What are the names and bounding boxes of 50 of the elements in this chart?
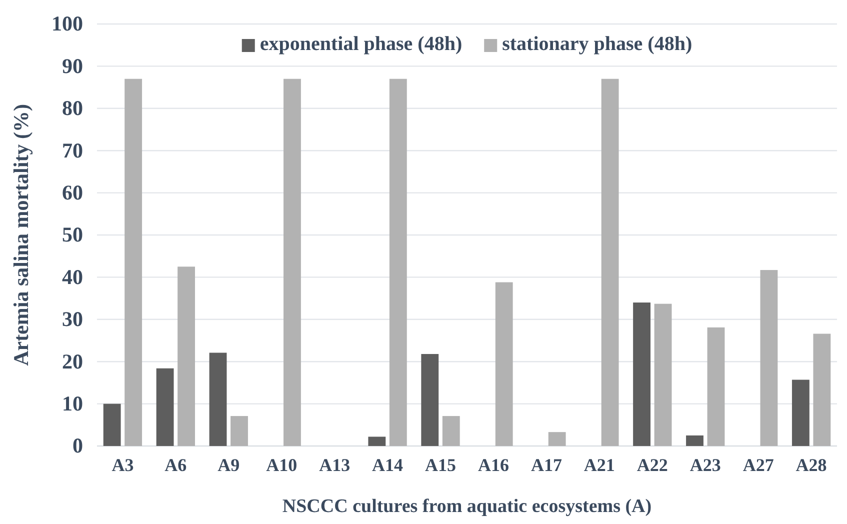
bar: [792, 380, 810, 446]
bar: [368, 436, 386, 446]
bar: [421, 354, 439, 446]
bar: [209, 352, 227, 446]
y-tick-label: 90: [62, 54, 83, 78]
x-tick-label: A10: [266, 454, 298, 475]
x-tick-label: A14: [372, 454, 404, 475]
bar: [495, 282, 513, 446]
bar: [389, 78, 407, 446]
x-tick-label: A6: [164, 454, 187, 475]
bar: [601, 78, 619, 446]
bar: [707, 327, 725, 446]
legend-label: exponential phase (48h): [260, 33, 462, 55]
y-tick-label: 100: [52, 12, 83, 36]
bar: [230, 416, 248, 446]
bar: [442, 416, 460, 446]
bar: [178, 266, 195, 446]
x-tick-label: A21: [584, 454, 615, 475]
bar: [284, 78, 301, 446]
y-axis-title: Artemia salina mortality (%): [9, 104, 33, 366]
x-tick-label: A15: [425, 454, 456, 475]
bar: [654, 304, 672, 446]
bar: [124, 78, 142, 446]
y-tick-label: 40: [62, 264, 83, 289]
bar: [103, 404, 121, 446]
bar: [686, 435, 704, 446]
bar: [156, 368, 174, 446]
bar: [760, 270, 778, 446]
x-tick-label: A16: [478, 454, 509, 475]
y-tick-label: 50: [62, 222, 83, 247]
bar: [633, 302, 650, 446]
y-tick-label: 0: [72, 434, 83, 458]
x-tick-label: A13: [319, 454, 350, 475]
x-tick-label: A22: [636, 454, 668, 475]
bar: [548, 432, 566, 446]
x-tick-label: A28: [796, 454, 827, 475]
x-tick-label: A17: [530, 454, 562, 475]
legend-label: stationary phase (48h): [502, 33, 692, 55]
y-tick-label: 10: [62, 392, 83, 416]
y-tick-label: 70: [62, 138, 83, 162]
y-tick-label: 30: [62, 307, 83, 332]
x-tick-label: A3: [112, 454, 134, 475]
x-tick-label: A27: [742, 454, 774, 475]
x-tick-label: A9: [218, 454, 240, 475]
y-tick-label: 20: [62, 349, 83, 374]
x-axis-title: NSCCC cultures from aquatic ecosystems (A): [282, 496, 652, 517]
y-tick-label: 60: [62, 180, 83, 205]
y-tick-label: 80: [62, 96, 83, 120]
bar: [813, 334, 831, 446]
x-tick-label: A23: [690, 454, 721, 475]
